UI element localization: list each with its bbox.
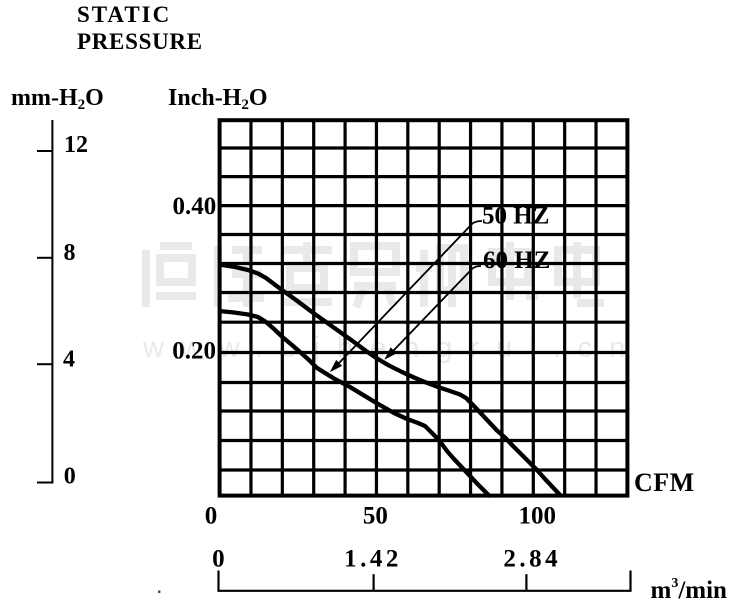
svg-text:mm-H2O: mm-H2O: [11, 85, 104, 113]
svg-text:0: 0: [212, 546, 225, 573]
svg-text:12: 12: [64, 132, 88, 158]
svg-text:1.42: 1.42: [344, 546, 402, 573]
svg-text:60 HZ: 60 HZ: [483, 247, 550, 274]
svg-text:www.bjhengrui.cn: www.bjhengrui.cn: [142, 332, 642, 364]
svg-text:Inch-H2O: Inch-H2O: [168, 85, 268, 113]
svg-text:0.40: 0.40: [173, 193, 217, 220]
svg-text:PRESSURE: PRESSURE: [77, 29, 203, 54]
svg-text:100: 100: [519, 503, 557, 530]
svg-text:50: 50: [363, 503, 388, 530]
svg-text:m3/min: m3/min: [651, 576, 728, 604]
svg-text:STATIC: STATIC: [77, 2, 171, 27]
svg-text:2.84: 2.84: [503, 546, 561, 573]
svg-text:8: 8: [64, 240, 76, 266]
svg-text:CFM: CFM: [634, 468, 695, 497]
svg-text:0: 0: [64, 464, 76, 490]
svg-text:50 HZ: 50 HZ: [482, 203, 549, 230]
svg-text:0: 0: [205, 503, 218, 530]
svg-text:4: 4: [63, 347, 75, 373]
svg-text:0.20: 0.20: [172, 338, 216, 365]
